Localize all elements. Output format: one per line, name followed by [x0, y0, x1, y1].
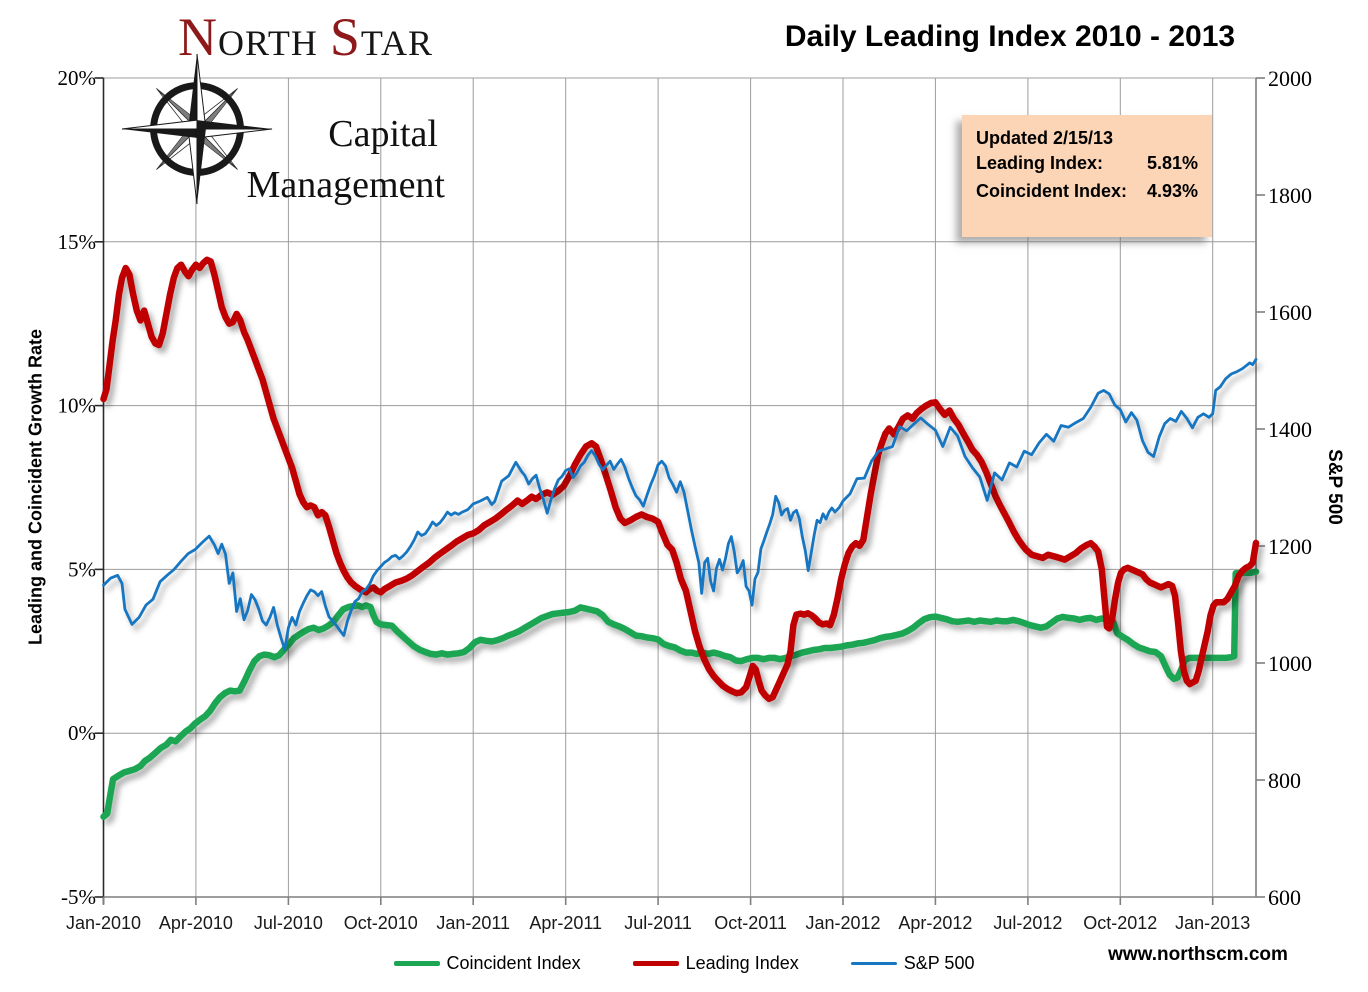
legend-item-s-p-500: S&P 500 [850, 953, 975, 974]
logo-management: Management [246, 164, 445, 206]
wordmark-orth: ORTH [217, 23, 318, 63]
info-value-leading: 5.81% [1146, 153, 1198, 173]
x-tick-label: Jan-2013 [1175, 913, 1250, 933]
series-line-s-p-500 [102, 357, 1258, 651]
y-right-tick-label: 1800 [1268, 183, 1312, 208]
series-line-coincident-index [100, 568, 1260, 820]
info-updated-text: Updated 2/15/13 [976, 128, 1114, 148]
x-tick-label: Apr-2012 [898, 913, 972, 933]
y-right-tick-label: 1400 [1268, 417, 1312, 442]
x-tick-label: Apr-2010 [159, 913, 233, 933]
gridlines [103, 77, 1256, 897]
wordmark-initial-s: S [329, 7, 361, 67]
logo-wordmark: NORTH STAR [168, 10, 443, 70]
y-axis-title-left: Leading and Coincident Growth Rate [25, 328, 46, 646]
y-left-tick-label: 20% [58, 66, 97, 90]
legend-item-coincident-index: Coincident Index [393, 953, 581, 974]
x-tick-label: Oct-2010 [344, 913, 418, 933]
legend-line-leading-index [632, 961, 679, 966]
logo-capital: Capital [328, 113, 438, 155]
info-label-leading: Leading Index: [976, 153, 1104, 173]
legend-label: Leading Index [685, 953, 799, 973]
axis-tick-labels: 20% 15% 10% 5% 0% -5% 2000 1800 1600 1400 1200 1000… [58, 66, 1313, 933]
compass-icon [121, 53, 273, 205]
info-row-leading: Leading Index: 5.81% [962, 149, 1212, 177]
legend-item-leading-index: Leading Index [632, 953, 799, 974]
info-label-coincident: Coincident Index: [976, 181, 1128, 201]
y-right-tick-label: 800 [1268, 768, 1301, 793]
y-left-tick-label: 0% [68, 721, 96, 745]
y-left-tick-label: -5% [61, 885, 96, 909]
y-right-tick-label: 1200 [1268, 534, 1312, 559]
x-tick-label: Jan-2011 [436, 913, 510, 933]
series-line-leading-index [100, 256, 1260, 703]
info-value-coincident: 4.93% [1146, 181, 1198, 201]
axes [94, 77, 1265, 905]
x-tick-label: Jan-2010 [66, 913, 141, 933]
info-box: Updated 2/15/13 Leading Index: 5.81% Coi… [962, 115, 1212, 237]
chart-legend: Coincident Index Leading Index S&P 500 [0, 953, 1368, 974]
y-right-tick-label: 1000 [1268, 651, 1312, 676]
x-tick-label: Jul-2012 [993, 913, 1062, 933]
y-right-tick-label: 2000 [1268, 66, 1312, 91]
x-tick-label: Apr-2011 [529, 913, 602, 933]
y-left-tick-label: 10% [58, 394, 97, 418]
y-right-tick-label: 1600 [1268, 300, 1312, 325]
legend-label: Coincident Index [446, 953, 581, 973]
y-left-tick-label: 5% [68, 557, 96, 581]
legend-line-coincident-index [393, 961, 440, 966]
x-tick-label: Oct-2011 [714, 913, 787, 933]
wordmark-tar: TAR [360, 23, 433, 63]
x-tick-label: Jul-2010 [254, 913, 323, 933]
y-axis-title-right: S&P 500 [1324, 449, 1345, 525]
x-tick-label: Oct-2012 [1083, 913, 1157, 933]
legend-label: S&P 500 [903, 953, 975, 973]
y-left-tick-label: 15% [58, 230, 97, 254]
info-row-coincident: Coincident Index: 4.93% [962, 177, 1212, 205]
y-right-tick-label: 600 [1268, 885, 1301, 910]
x-tick-label: Jan-2012 [805, 913, 880, 933]
x-tick-label: Jul-2011 [624, 913, 692, 933]
page-title: Daily Leading Index 2010 - 2013 [784, 20, 1236, 53]
legend-line-s-p-500 [850, 962, 897, 965]
website-url: www.northscm.com [1108, 944, 1288, 965]
